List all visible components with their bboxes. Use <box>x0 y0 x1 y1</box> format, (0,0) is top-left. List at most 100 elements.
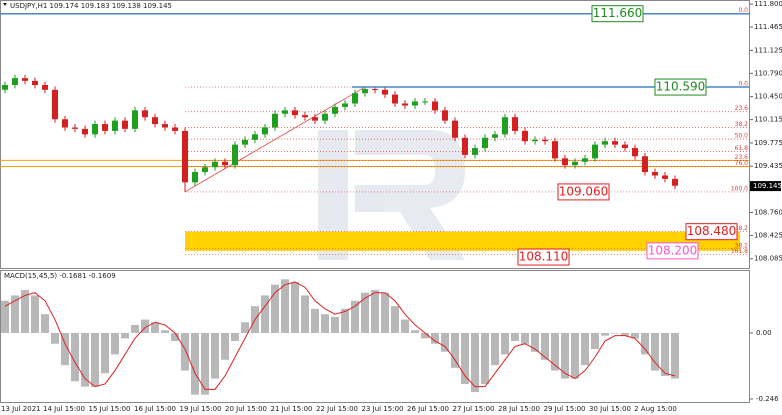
macd-bar <box>181 332 189 371</box>
macd-bar <box>321 314 329 333</box>
macd-bar <box>1 300 9 333</box>
candle-body <box>222 161 228 166</box>
macd-bar <box>651 332 659 371</box>
macd-bar <box>661 332 669 376</box>
macd-bar <box>411 330 419 333</box>
candle-body <box>482 137 488 149</box>
candle-body <box>452 120 458 138</box>
x-tick-label: 21 Jul 15:00 <box>271 405 313 413</box>
y-tick-label: 111.125 <box>754 46 782 54</box>
x-tick-label: 14 Jul 15:00 <box>43 405 85 413</box>
macd-bar <box>641 332 649 355</box>
candle-body <box>552 141 558 159</box>
x-tick-label: 19 Jul 15:00 <box>180 405 222 413</box>
fib-label: 100.0 <box>731 185 748 192</box>
candle-body <box>322 113 328 121</box>
macd-bar <box>361 292 369 333</box>
x-tick-label: 23 Jul 15:00 <box>362 405 404 413</box>
y-tick-label: 111.465 <box>754 23 782 31</box>
macd-bar <box>311 308 319 333</box>
macd-bar <box>611 332 619 334</box>
candle-body <box>242 139 248 145</box>
fib-label: 23.6 <box>735 154 749 161</box>
fib-label: 50.0 <box>735 133 749 140</box>
candle-body <box>302 115 308 118</box>
macd-bar <box>281 279 289 333</box>
candle-body <box>662 175 668 179</box>
candle-body <box>572 161 578 166</box>
macd-bar <box>621 332 629 336</box>
macd-bar <box>131 324 139 333</box>
y-tick-label: 108.085 <box>754 255 782 263</box>
macd-bar <box>111 332 119 355</box>
macd-bar <box>331 316 339 333</box>
fib-label: 38.2 <box>735 121 749 128</box>
price-box-label: 110.590 <box>656 80 706 94</box>
candle-body <box>282 110 288 114</box>
macd-bar <box>391 306 399 333</box>
price-box-label: 108.480 <box>687 224 737 238</box>
macd-bar <box>11 295 19 333</box>
macd-bar <box>561 332 569 379</box>
macd-bar <box>451 332 459 368</box>
candle-body <box>462 137 468 155</box>
macd-bar <box>31 295 39 333</box>
macd-bar <box>571 332 579 379</box>
candle-body <box>52 89 58 120</box>
candle-body <box>2 84 8 90</box>
macd-bar <box>531 332 539 352</box>
fib-label: 38.2 <box>735 242 749 249</box>
candle-body <box>362 89 368 94</box>
macd-bar <box>101 332 109 374</box>
macd-bar <box>601 332 609 336</box>
macd-bar <box>21 290 29 333</box>
candle-body <box>202 167 208 173</box>
candle-body <box>272 113 278 128</box>
candle-body <box>32 80 38 85</box>
macd-bar <box>191 332 199 395</box>
y-tick-label: 111.800 <box>754 0 782 8</box>
candle-body <box>592 144 598 159</box>
y-tick-label: 108.760 <box>754 208 782 216</box>
candle-body <box>182 130 188 183</box>
candle-body <box>672 178 678 186</box>
candle-body <box>122 120 128 129</box>
macd-bar <box>231 332 239 342</box>
fib-label: 23.6 <box>735 105 749 112</box>
macd-bar <box>421 332 429 339</box>
price-box-label: 109.060 <box>559 184 609 198</box>
price-box <box>517 248 570 266</box>
candle-body <box>312 117 318 121</box>
y-tick-label: 108.425 <box>754 231 782 239</box>
candle-body <box>342 103 348 107</box>
macd-bar <box>41 314 49 333</box>
price-box-label: 111.660 <box>593 6 643 20</box>
macd-bar <box>541 332 549 360</box>
chart-title: USDJPY,H1 109.174 109.183 109.138 109.14… <box>10 2 172 10</box>
candle-body <box>212 161 218 168</box>
macd-bar <box>51 332 59 344</box>
macd-bar <box>461 332 469 384</box>
macd-bar <box>271 284 279 333</box>
candle-body <box>172 127 178 131</box>
macd-bar <box>581 332 589 366</box>
x-tick-label: 26 Jul 15:00 <box>407 405 449 413</box>
macd-bar <box>91 332 99 387</box>
candle-body <box>442 110 448 121</box>
y-tick-label: 110.115 <box>754 116 782 124</box>
macd-bar <box>71 332 79 382</box>
candle-body <box>192 172 198 183</box>
candle-body <box>472 148 478 155</box>
macd-bar <box>241 322 249 333</box>
macd-bar <box>61 332 69 366</box>
candle-body <box>132 110 138 129</box>
macd-bar <box>161 330 169 333</box>
x-tick-label: 22 Jul 15:00 <box>316 405 358 413</box>
candle-body <box>582 158 588 162</box>
candle-body <box>72 127 78 129</box>
candle-body <box>542 139 548 142</box>
fib-label: 161.8 <box>731 248 748 255</box>
candle-body <box>232 144 238 166</box>
candle-body <box>252 134 258 140</box>
candle-body <box>372 89 378 91</box>
